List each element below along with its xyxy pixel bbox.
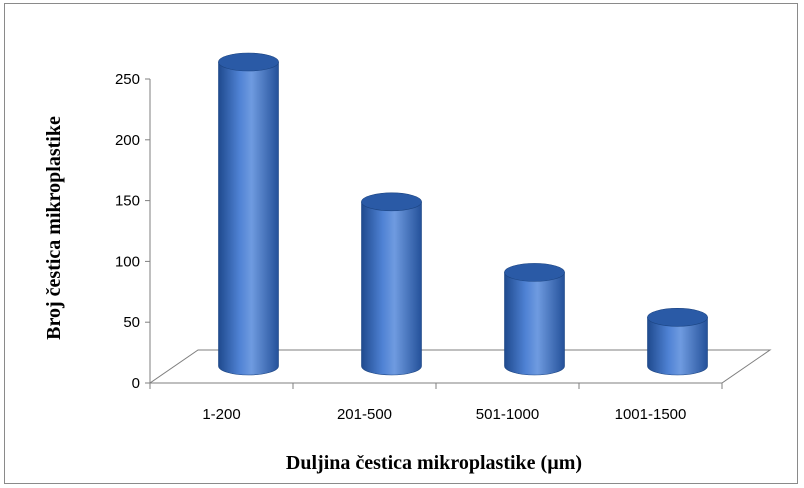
x-axis-title: Duljina čestica mikroplastike (µm): [286, 452, 582, 474]
y-tick-label: 50: [123, 314, 140, 331]
x-axis: 1-200 201-500 501-1000 1001-1500: [150, 383, 722, 423]
bar: [505, 263, 565, 375]
y-tick-label: 150: [115, 193, 140, 210]
x-tick-label: 1001-1500: [615, 406, 687, 423]
bar-body: [505, 272, 565, 375]
bar-body: [362, 202, 422, 375]
bar: [219, 53, 279, 375]
x-tick-label: 201-500: [337, 406, 392, 423]
bar-top: [219, 53, 279, 71]
y-axis: 0 50 100 150 200 250: [115, 71, 150, 392]
bar-top: [648, 308, 708, 326]
bar-top: [362, 193, 422, 211]
x-tick-label: 501-1000: [476, 406, 539, 423]
y-tick-label: 200: [115, 132, 140, 149]
x-tick-label: 1-200: [202, 406, 240, 423]
y-axis-title: Broj čestica mikroplastike: [43, 116, 65, 340]
bar-top: [505, 263, 565, 281]
y-tick-label: 250: [115, 71, 140, 88]
bar-body: [219, 62, 279, 375]
y-tick-label: 100: [115, 253, 140, 270]
bar: [362, 193, 422, 375]
bar-series: [219, 53, 708, 375]
bar: [648, 308, 708, 375]
y-tick-label: 0: [132, 375, 140, 392]
